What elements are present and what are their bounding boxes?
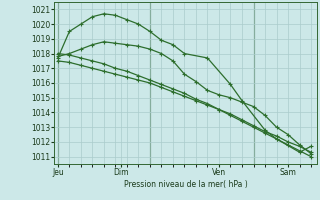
X-axis label: Pression niveau de la mer( hPa ): Pression niveau de la mer( hPa ) xyxy=(124,180,247,189)
